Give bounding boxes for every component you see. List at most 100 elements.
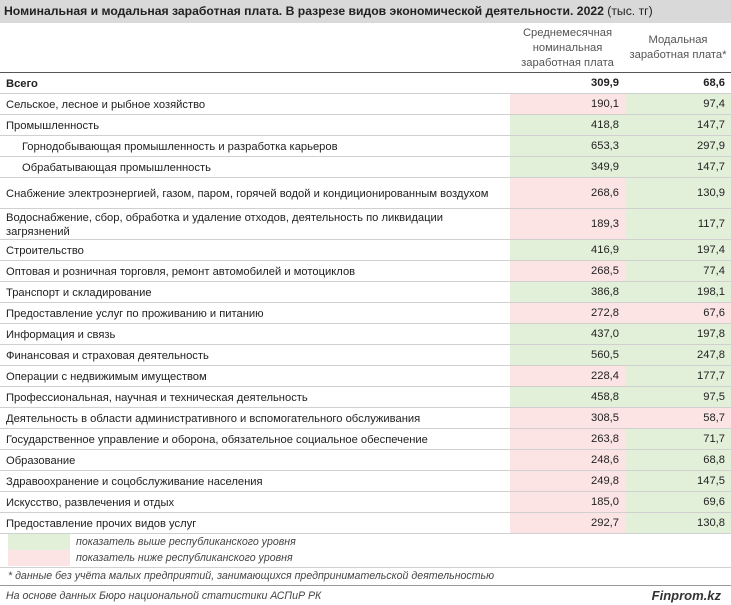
- source-note: На основе данных Бюро национальной стати…: [6, 590, 322, 602]
- table-row: Предоставление прочих видов услуг 292,7 13…: [0, 512, 731, 533]
- table-row: Строительство 416,9 197,4: [0, 239, 731, 260]
- legend-above: показатель выше республиканского уровня: [0, 534, 731, 550]
- nominal-value: 185,0: [510, 492, 625, 512]
- table-row: Горнодобывающая промышленность и разрабо…: [0, 135, 731, 156]
- footer: На основе данных Бюро национальной стати…: [0, 585, 731, 605]
- row-label: Строительство: [6, 244, 84, 257]
- table-row: Деятельность в области административного…: [0, 407, 731, 428]
- row-label: Деятельность в области административного…: [6, 412, 421, 425]
- modal-value: 147,7: [625, 115, 731, 135]
- nominal-value: 268,6: [510, 178, 625, 208]
- nominal-value: 190,1: [510, 94, 625, 114]
- table-row: Государственное управление и оборона, об…: [0, 428, 731, 449]
- nominal-value: 458,8: [510, 387, 625, 407]
- nominal-value: 292,7: [510, 513, 625, 533]
- table-row: Финансовая и страховая деятельность 560,5…: [0, 344, 731, 365]
- modal-value: 198,1: [625, 282, 731, 302]
- title-unit: (тыс. тг): [607, 4, 653, 18]
- table-row-total: Всего 309,9 68,6: [0, 72, 731, 93]
- modal-value: 77,4: [625, 261, 731, 281]
- nominal-value: 272,8: [510, 303, 625, 323]
- nominal-value: 189,3: [510, 209, 625, 239]
- row-label: Промышленность: [6, 119, 100, 132]
- modal-value: 58,7: [625, 408, 731, 428]
- row-label: Горнодобывающая промышленность и разрабо…: [22, 140, 338, 153]
- legend-below: показатель ниже республиканского уровня: [0, 550, 731, 566]
- nominal-value: 309,9: [591, 77, 619, 89]
- nominal-value: 349,9: [510, 157, 625, 177]
- nominal-value: 263,8: [510, 429, 625, 449]
- table-row: Обрабатывающая промышленность 349,9 147,7: [0, 156, 731, 177]
- table-row: Оптовая и розничная торговля, ремонт авт…: [0, 260, 731, 281]
- row-label: Информация и связь: [6, 328, 116, 341]
- modal-value: 68,6: [703, 77, 725, 89]
- footnote: * данные без учёта малых предприятий, за…: [0, 567, 731, 583]
- table-title: Номинальная и модальная заработная плата…: [0, 0, 731, 23]
- table-row: Водоснабжение, сбор, обработка и удалени…: [0, 208, 731, 239]
- legend-above-text: показатель выше республиканского уровня: [76, 536, 296, 548]
- table-row: Промышленность 418,8 147,7: [0, 114, 731, 135]
- nominal-value: 560,5: [510, 345, 625, 365]
- modal-value: 130,9: [625, 178, 731, 208]
- row-label: Оптовая и розничная торговля, ремонт авт…: [6, 265, 356, 278]
- table-row: Снабжение электроэнергией, газом, паром,…: [0, 177, 731, 208]
- table-row: Образование 248,6 68,8: [0, 449, 731, 470]
- nominal-value: 268,5: [510, 261, 625, 281]
- modal-value: 68,8: [625, 450, 731, 470]
- nominal-value: 308,5: [510, 408, 625, 428]
- legend: показатель выше республиканского уровня …: [0, 533, 731, 566]
- modal-value: 297,9: [625, 136, 731, 156]
- row-label: Финансовая и страховая деятельность: [6, 349, 209, 362]
- row-label: Операции с недвижимым имуществом: [6, 370, 207, 383]
- row-label: Профессиональная, научная и техническая …: [6, 391, 308, 404]
- modal-value: 69,6: [625, 492, 731, 512]
- legend-swatch-below: [8, 550, 70, 566]
- legend-below-text: показатель ниже республиканского уровня: [76, 552, 293, 564]
- table-row: Здравоохранение и соцобслуживание населе…: [0, 470, 731, 491]
- row-label: Государственное управление и оборона, об…: [6, 433, 428, 446]
- row-label: Водоснабжение, сбор, обработка и удалени…: [6, 211, 444, 238]
- modal-value: 71,7: [625, 429, 731, 449]
- modal-value: 117,7: [625, 209, 731, 239]
- legend-swatch-above: [8, 534, 70, 550]
- row-label: Всего: [6, 77, 38, 90]
- modal-value: 97,5: [625, 387, 731, 407]
- row-label: Снабжение электроэнергией, газом, паром,…: [6, 187, 489, 200]
- modal-value: 130,8: [625, 513, 731, 533]
- modal-value: 97,4: [625, 94, 731, 114]
- table-row: Предоставление услуг по проживанию и пит…: [0, 302, 731, 323]
- row-label: Сельское, лесное и рыбное хозяйство: [6, 98, 206, 111]
- nominal-value: 653,3: [510, 136, 625, 156]
- modal-value: 197,4: [625, 240, 731, 260]
- nominal-value: 386,8: [510, 282, 625, 302]
- nominal-value: 249,8: [510, 471, 625, 491]
- nominal-value: 418,8: [510, 115, 625, 135]
- nominal-value: 248,6: [510, 450, 625, 470]
- brand-logo: Finprom.kz: [651, 588, 721, 603]
- row-label: Предоставление прочих видов услуг: [6, 517, 197, 530]
- table-row: Сельское, лесное и рыбное хозяйство 190,1…: [0, 93, 731, 114]
- column-header-nominal: Среднемесячная номинальная заработная пл…: [521, 26, 614, 69]
- table-row: Операции с недвижимым имуществом 228,4 177…: [0, 365, 731, 386]
- modal-value: 147,7: [625, 157, 731, 177]
- nominal-value: 228,4: [510, 366, 625, 386]
- row-label: Образование: [6, 454, 76, 467]
- title-text: Номинальная и модальная заработная плата…: [4, 4, 604, 18]
- nominal-value: 437,0: [510, 324, 625, 344]
- table-row: Транспорт и складирование 386,8 198,1: [0, 281, 731, 302]
- modal-value: 147,5: [625, 471, 731, 491]
- modal-value: 177,7: [625, 366, 731, 386]
- row-label: Транспорт и складирование: [6, 286, 152, 299]
- column-header-modal: Модальная заработная плата*: [629, 34, 727, 61]
- table-row: Искусство, развлечения и отдых 185,0 69,6: [0, 491, 731, 512]
- table-body: Всего 309,9 68,6 Сельское, лесное и рыбное …: [0, 72, 731, 533]
- row-label: Здравоохранение и соцобслуживание населе…: [6, 475, 263, 488]
- table-row: Информация и связь 437,0 197,8: [0, 323, 731, 344]
- modal-value: 247,8: [625, 345, 731, 365]
- nominal-value: 416,9: [510, 240, 625, 260]
- row-label: Искусство, развлечения и отдых: [6, 496, 175, 509]
- table-row: Профессиональная, научная и техническая …: [0, 386, 731, 407]
- modal-value: 67,6: [625, 303, 731, 323]
- modal-value: 197,8: [625, 324, 731, 344]
- row-label: Обрабатывающая промышленность: [22, 161, 211, 174]
